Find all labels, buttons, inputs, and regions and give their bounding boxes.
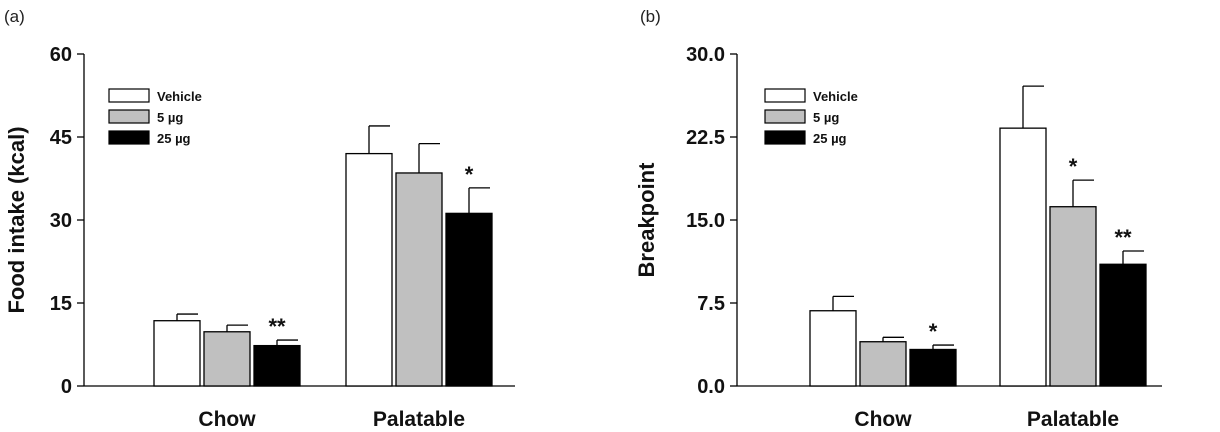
y-tick-label: 0.0 <box>697 376 725 398</box>
bar <box>345 152 393 387</box>
y-axis-title: Food intake (kcal) <box>4 126 29 313</box>
legend-label: 5 µg <box>813 110 839 125</box>
legend-swatch <box>108 130 150 145</box>
bar <box>203 331 251 387</box>
legend-label: Vehicle <box>813 89 858 104</box>
y-tick-label: 15.0 <box>686 210 725 232</box>
bar <box>153 320 201 387</box>
x-category-label: Palatable <box>373 408 465 431</box>
significance-marker: * <box>1069 154 1078 179</box>
panel-label: (b) <box>640 7 661 26</box>
y-tick-label: 30 <box>50 210 72 232</box>
legend-label: 5 µg <box>157 110 183 125</box>
significance-marker: ** <box>268 314 286 339</box>
y-tick-label: 45 <box>50 127 72 149</box>
legend-swatch <box>764 109 806 124</box>
x-category-label: Palatable <box>1027 408 1119 431</box>
legend-swatch <box>108 109 150 124</box>
panel-label: (a) <box>4 7 25 26</box>
significance-marker: * <box>929 319 938 344</box>
x-category-label: Chow <box>198 408 256 431</box>
bar <box>809 310 857 387</box>
panel-b: (b)0.07.515.022.530.0Breakpoint*Chow***P… <box>634 7 1162 431</box>
bar <box>1049 206 1097 387</box>
bar <box>909 348 957 387</box>
legend-label: 25 µg <box>157 131 191 146</box>
y-tick-label: 15 <box>50 293 72 315</box>
bar <box>395 172 443 387</box>
legend-swatch <box>764 88 806 103</box>
bar <box>445 212 493 387</box>
bar <box>859 341 907 387</box>
y-tick-label: 60 <box>50 44 72 66</box>
legend-label: Vehicle <box>157 89 202 104</box>
y-tick-label: 22.5 <box>686 127 725 149</box>
legend-swatch <box>764 130 806 145</box>
legend-label: 25 µg <box>813 131 847 146</box>
y-tick-label: 7.5 <box>697 293 725 315</box>
y-axis-title: Breakpoint <box>634 162 659 278</box>
bar <box>253 344 301 387</box>
bar <box>999 127 1047 387</box>
significance-marker: * <box>465 162 474 187</box>
bar <box>1099 263 1147 387</box>
legend-swatch <box>108 88 150 103</box>
x-category-label: Chow <box>854 408 912 431</box>
y-tick-label: 30.0 <box>686 44 725 66</box>
y-tick-label: 0 <box>61 376 72 398</box>
significance-marker: ** <box>1114 225 1132 250</box>
panel-a: (a) 0 15 30 45 60 Food intake (kcal) ** Chow * Pal… <box>4 7 515 431</box>
